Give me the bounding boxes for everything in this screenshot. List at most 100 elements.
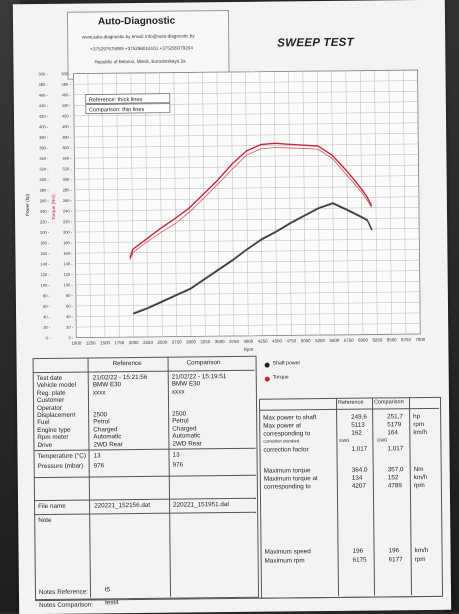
grid-line-vertical	[259, 71, 263, 336]
legend-box-comparison	[85, 103, 171, 114]
results-cmp-value: 6177	[388, 556, 403, 564]
sweep-chart: 1000 1250 1500 1750 2000 2250 2500 2750 3000 3250…	[25, 69, 426, 352]
grid-line-vertical	[145, 72, 149, 337]
results-label: Max power at	[263, 422, 302, 430]
y-tick-label-left: 140 -	[40, 261, 50, 266]
y-tick-label-left: 460 -	[39, 93, 49, 98]
x-tick-label: 1500	[100, 340, 110, 345]
legend-torque: Torque	[272, 374, 289, 381]
y-tick-label-right: 20 -	[66, 325, 74, 330]
results-label: Max power to shaft	[263, 414, 317, 422]
y-tick-label-left: 220 -	[40, 219, 50, 224]
grid-line-horizontal	[74, 207, 419, 212]
info-ref-value: Petrol	[93, 418, 110, 426]
shaft-power-dot-icon	[264, 362, 270, 368]
y-tick-label-left: 320 -	[39, 166, 49, 171]
results-label: corresponding to	[263, 430, 311, 438]
x-tick-label: 1250	[86, 340, 96, 345]
y-axis-label-power: Power (hp)	[25, 193, 30, 216]
note-label: Note	[38, 516, 52, 525]
y-tick-label-left: 0 -	[46, 335, 51, 340]
y-tick-label-left: 440 -	[39, 103, 49, 108]
grid-line-vertical	[402, 70, 407, 335]
info-ref-value: xxxx	[92, 389, 106, 397]
info-label: Temperature (°C)	[37, 452, 86, 461]
grid-line-vertical	[173, 72, 177, 337]
address-line: Republic of Belarus, Minsk, Borodinskaya…	[94, 58, 186, 65]
info-ref-value: Automatic	[93, 433, 122, 441]
results-cmp-value: 251,7	[387, 413, 403, 421]
info-label: Pressure (mbar)	[37, 462, 84, 471]
grid-line-horizontal	[75, 281, 420, 286]
results-ref-value: 1,017	[351, 445, 368, 453]
x-tick-label: 6750	[401, 337, 411, 342]
results-unit: km/h	[414, 546, 429, 555]
results-cmp-value: 164	[387, 429, 398, 437]
results-cmp-value: 4789	[387, 482, 402, 490]
grid-line-horizontal	[76, 333, 421, 338]
series-line-torque-reference	[129, 142, 373, 259]
y-tick-label-left: 340 -	[39, 156, 49, 161]
grid-line-vertical	[87, 73, 91, 338]
y-tick-label-right: 0 -	[69, 335, 74, 340]
x-tick-label: 5500	[329, 338, 339, 343]
grid-line-horizontal	[74, 133, 419, 138]
y-tick-label-left: 300 -	[40, 177, 50, 182]
y-tick-label-right: 40 -	[66, 314, 74, 319]
grid-line-horizontal	[75, 228, 420, 233]
grid-line-vertical	[202, 72, 206, 337]
y-tick-label-left: 260 -	[40, 198, 50, 203]
grid-line-horizontal	[75, 259, 420, 264]
info-table	[32, 355, 260, 601]
y-tick-label-right: 380 -	[62, 135, 72, 140]
results-cmp-value: 152	[387, 474, 399, 482]
grid-line-vertical	[159, 72, 163, 337]
grid-line-horizontal	[73, 80, 418, 85]
y-tick-label-right: 500 -	[61, 71, 71, 76]
results-cmp-value: 5179	[387, 421, 402, 429]
grid-line-vertical	[388, 70, 392, 335]
grid-line-vertical	[417, 70, 421, 335]
y-tick-label-left: 40 -	[43, 314, 51, 319]
results-unit: rpm	[413, 420, 425, 429]
y-tick-label-left: 120 -	[40, 272, 50, 277]
x-tick-label: 4750	[286, 338, 296, 343]
x-tick-label: 4000	[243, 339, 253, 344]
phone-line: +375297675889 +375296016161 +37529507920…	[90, 45, 193, 52]
grid-line-horizontal	[75, 291, 420, 296]
results-unit: km/h	[413, 473, 428, 482]
results-label: correction standard	[263, 438, 300, 444]
results-unit: Nm	[413, 466, 424, 474]
info-label: Fuel	[37, 419, 50, 427]
results-ref-value: 196	[352, 547, 364, 555]
series-line-shaft-power-comparison	[133, 202, 373, 314]
y-tick-label-right: 60 -	[66, 303, 74, 308]
x-tick-label: 2750	[172, 340, 182, 345]
results-unit: rpm	[414, 555, 426, 564]
grid-line-vertical	[345, 70, 349, 335]
results-unit: rpm	[413, 481, 425, 490]
y-tick-label-right: 420 -	[62, 113, 72, 118]
file-name-reference: 220221_152156.dat	[94, 501, 151, 510]
grid-line-horizontal	[75, 238, 420, 243]
grid-line-horizontal	[73, 69, 418, 74]
series-line-shaft-power-reference	[133, 202, 373, 315]
results-cmp-value: 357,0	[387, 466, 404, 474]
y-tick-label-left: 240 -	[40, 209, 50, 214]
grid-line-vertical	[245, 71, 249, 336]
x-tick-label: 1000	[71, 341, 81, 346]
x-tick-label: 1750	[114, 340, 124, 345]
grid-line-vertical	[359, 70, 364, 335]
results-header-reference: Reference	[337, 399, 364, 406]
x-tick-label: 2000	[129, 340, 139, 345]
x-tick-label: 6500	[387, 337, 397, 342]
x-tick-label: 5750	[344, 338, 354, 343]
y-axis-label-torque: Torque (Nm)	[51, 194, 56, 220]
grid-line-vertical	[130, 73, 134, 338]
info-cmp-value: 976	[172, 461, 184, 469]
report-title: SWEEP TEST	[277, 36, 355, 50]
y-tick-label-left: 20 -	[43, 325, 51, 330]
y-tick-label-right: 240 -	[63, 208, 73, 213]
y-tick-label-right: 340 -	[62, 156, 72, 161]
y-tick-label-right: 80 -	[66, 293, 74, 298]
